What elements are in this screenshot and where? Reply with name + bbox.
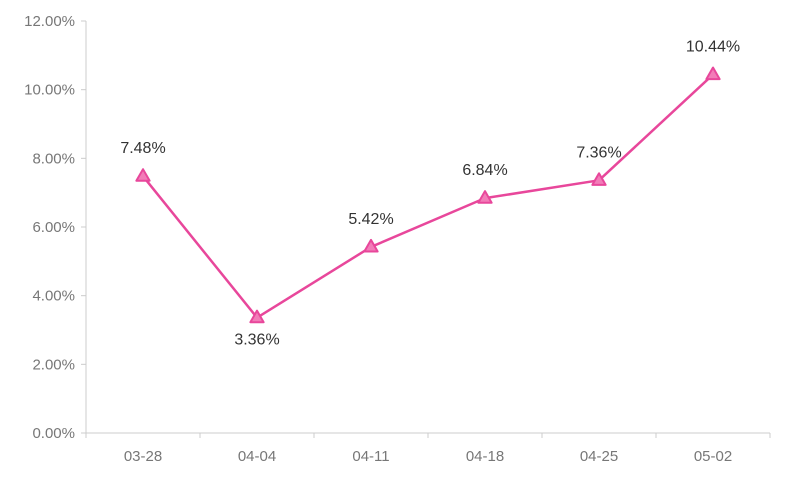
y-tick-label: 8.00%: [32, 150, 75, 167]
data-point-marker: [249, 309, 265, 324]
data-label: 6.84%: [462, 162, 507, 179]
data-label: 10.44%: [686, 39, 740, 56]
y-tick-label: 0.00%: [32, 425, 75, 442]
series-line: [141, 73, 715, 319]
data-point-marker: [705, 66, 721, 81]
data-label: 5.42%: [348, 211, 393, 228]
y-tick-label: 2.00%: [32, 356, 75, 373]
x-tick-label: 04-18: [466, 448, 504, 465]
y-tick-label: 4.00%: [32, 288, 75, 305]
data-label: 7.36%: [576, 144, 621, 161]
x-tick-label: 04-04: [238, 448, 276, 465]
data-label: 3.36%: [234, 332, 279, 349]
data-point-marker: [363, 238, 379, 253]
data-label-group: 7.48% 3.36% 5.42% 6.84% 7.36% 10.44%: [120, 39, 740, 349]
data-point-marker: [477, 190, 493, 204]
x-tick-label: 03-28: [124, 448, 162, 465]
data-label: 7.48%: [120, 140, 165, 157]
x-tick-label: 04-11: [352, 448, 389, 465]
y-tick-label: 12.00%: [24, 13, 75, 30]
data-point-marker: [135, 168, 151, 182]
x-tick-label: 05-02: [694, 448, 732, 465]
y-axis: 0.00% 2.00% 4.00% 6.00% 8.00% 10.00% 12.00%: [24, 13, 87, 442]
y-tick-label: 6.00%: [32, 219, 75, 236]
data-point-marker: [591, 172, 607, 186]
y-tick-label: 10.00%: [24, 82, 75, 99]
series-line-group: [141, 73, 715, 319]
marker-group: [135, 66, 721, 324]
x-tick-label: 04-25: [580, 448, 618, 465]
x-axis: 03-28 04-04 04-11 04-18 04-25 05-02: [85, 432, 771, 465]
